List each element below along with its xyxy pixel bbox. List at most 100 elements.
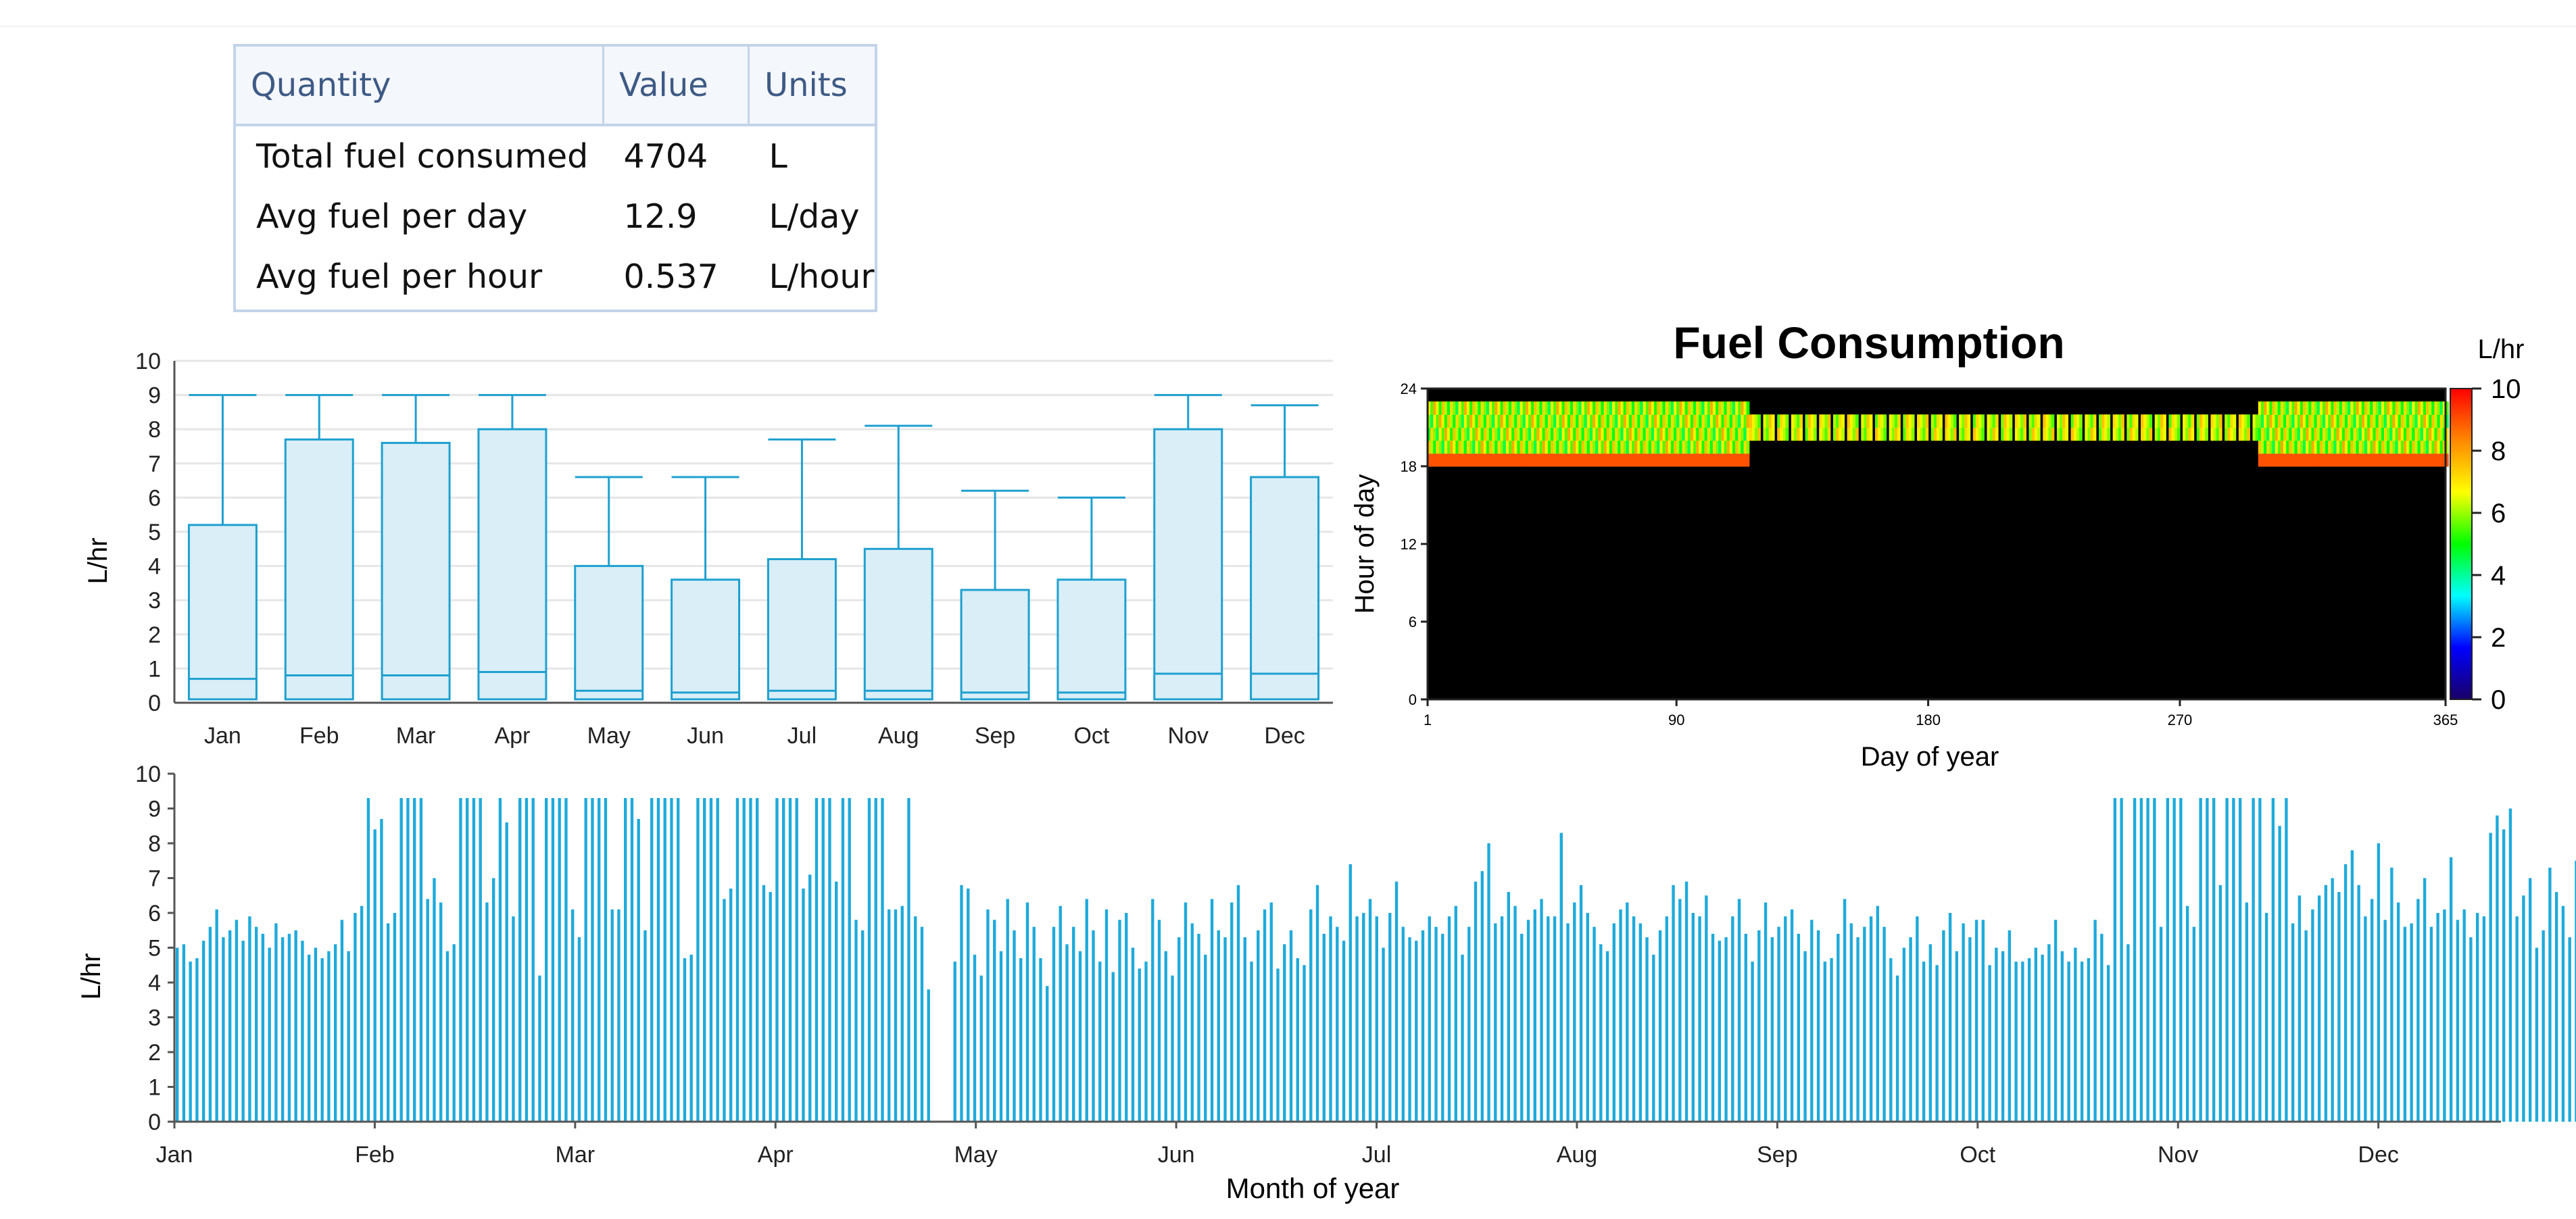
x-tick-label: Oct bbox=[1960, 1142, 1995, 1168]
heatmap-cell bbox=[1670, 440, 1674, 454]
heatmap-cell bbox=[2400, 453, 2404, 467]
heatmap-cell bbox=[2294, 453, 2298, 467]
heatmap-cell bbox=[2275, 414, 2279, 428]
x-tick-label: Jul bbox=[787, 723, 817, 749]
heatmap-cell bbox=[2127, 427, 2131, 441]
heatmap-cell bbox=[1657, 453, 1660, 467]
heatmap-title: Fuel Consumption bbox=[1673, 318, 2064, 368]
heatmap-cell bbox=[1741, 427, 1745, 441]
heatmap-cell bbox=[1662, 440, 1666, 454]
table-row[interactable]: Avg fuel per hour 0.537 L/hour bbox=[236, 247, 875, 307]
heatmap-cell bbox=[1716, 414, 1719, 428]
box bbox=[1056, 578, 1127, 701]
heatmap-cell bbox=[2205, 414, 2208, 428]
heatmap-cell bbox=[1832, 414, 1837, 428]
heatmap-cell bbox=[1690, 414, 1694, 428]
heatmap-cell bbox=[1428, 440, 1431, 454]
heatmap-cell bbox=[2160, 427, 2164, 441]
heatmap-cell bbox=[1458, 414, 1462, 428]
heatmap-cell bbox=[2045, 414, 2049, 428]
bar bbox=[1619, 909, 1622, 1122]
heatmap-cell bbox=[1528, 427, 1532, 441]
bar bbox=[2436, 913, 2439, 1122]
heatmap-cell bbox=[1721, 414, 1725, 428]
quantity-cell: Avg fuel per day bbox=[256, 197, 528, 236]
heatmap-cell bbox=[1450, 440, 1453, 454]
bar bbox=[1157, 920, 1161, 1122]
table-row[interactable]: Avg fuel per day 12.9 L/day bbox=[236, 186, 875, 247]
bar bbox=[2482, 916, 2486, 1122]
bar bbox=[1737, 899, 1741, 1122]
heatmap-cell bbox=[2191, 427, 2195, 441]
heatmap-cell bbox=[2364, 453, 2368, 467]
bar bbox=[2575, 860, 2576, 1122]
heatmap-cell bbox=[1645, 427, 1649, 441]
bar bbox=[2548, 868, 2552, 1122]
bar bbox=[2535, 947, 2539, 1122]
bar bbox=[465, 798, 469, 1122]
heatmap-cell bbox=[1551, 440, 1554, 454]
bar bbox=[815, 798, 819, 1122]
heatmap-cell bbox=[2341, 440, 2346, 454]
table-row[interactable]: Total fuel consumed 4704 L bbox=[236, 125, 875, 186]
heatmap-cell bbox=[2289, 453, 2293, 467]
heatmap-cell bbox=[1576, 453, 1580, 467]
heatmap-cell bbox=[1573, 453, 1576, 467]
heatmap-cell bbox=[1945, 427, 1949, 441]
heatmap-cell bbox=[2132, 427, 2136, 441]
heatmap-cell bbox=[1576, 440, 1580, 454]
heatmap-cell bbox=[1531, 427, 1534, 441]
heatmap-cell bbox=[2412, 440, 2416, 454]
heatmap-cell bbox=[1721, 440, 1725, 454]
header-units[interactable]: Units bbox=[748, 47, 875, 126]
heatmap-cell bbox=[2275, 427, 2279, 441]
heatmap-cell bbox=[2316, 427, 2320, 441]
bar bbox=[208, 926, 212, 1122]
heatmap-cell bbox=[2429, 440, 2432, 454]
heatmap-cell bbox=[1648, 427, 1652, 441]
fuel-summary-table: Quantity Value Units Total fuel consumed… bbox=[233, 44, 877, 312]
heatmap-cell bbox=[2350, 453, 2354, 467]
heatmap-cell bbox=[2387, 401, 2390, 415]
heatmap-cell bbox=[2264, 427, 2267, 441]
heatmap-cell bbox=[1981, 414, 1985, 428]
bar bbox=[689, 954, 693, 1122]
heatmap-cell bbox=[2230, 414, 2234, 428]
header-value[interactable]: Value bbox=[602, 47, 749, 126]
y-tick-label: 10 bbox=[135, 762, 161, 787]
heatmap-cell bbox=[1595, 401, 1599, 415]
heatmap-cell bbox=[1522, 440, 1526, 454]
heatmap-cell bbox=[1699, 427, 1703, 441]
heatmap-cell bbox=[2378, 414, 2382, 428]
bar bbox=[2218, 885, 2222, 1122]
y-tick-label: 0 bbox=[148, 691, 161, 716]
heatmap-cell bbox=[1525, 440, 1529, 454]
bar bbox=[1843, 899, 1847, 1122]
heatmap-cell bbox=[2375, 427, 2379, 441]
heatmap-cell bbox=[1472, 440, 1476, 454]
bar bbox=[1784, 916, 1787, 1122]
bar bbox=[1296, 957, 1299, 1122]
heatmap-cell bbox=[1570, 401, 1574, 415]
bar bbox=[1415, 941, 1418, 1122]
heatmap-cell bbox=[1922, 427, 1926, 441]
bar bbox=[1869, 916, 1873, 1122]
bar bbox=[498, 798, 502, 1122]
heatmap-cell bbox=[2417, 440, 2421, 454]
heatmap-cell bbox=[1709, 453, 1714, 467]
heatmap-cell bbox=[1536, 414, 1540, 428]
bar bbox=[1691, 913, 1695, 1122]
heatmap-cell bbox=[1514, 427, 1517, 441]
heatmap-cell bbox=[2277, 453, 2281, 467]
heatmap-cell bbox=[1522, 414, 1526, 428]
heatmap-cell bbox=[1939, 427, 1943, 441]
heatmap-cell bbox=[1716, 401, 1719, 415]
heatmap-cell bbox=[2300, 414, 2304, 428]
heatmap-cell bbox=[1586, 453, 1590, 467]
heatmap-cell bbox=[2076, 427, 2080, 441]
heatmap-cell bbox=[2314, 440, 2318, 454]
heatmap-cell bbox=[2302, 414, 2306, 428]
heatmap-cell bbox=[2283, 401, 2287, 415]
header-quantity[interactable]: Quantity bbox=[236, 47, 604, 126]
heatmap-cell bbox=[1545, 414, 1549, 428]
